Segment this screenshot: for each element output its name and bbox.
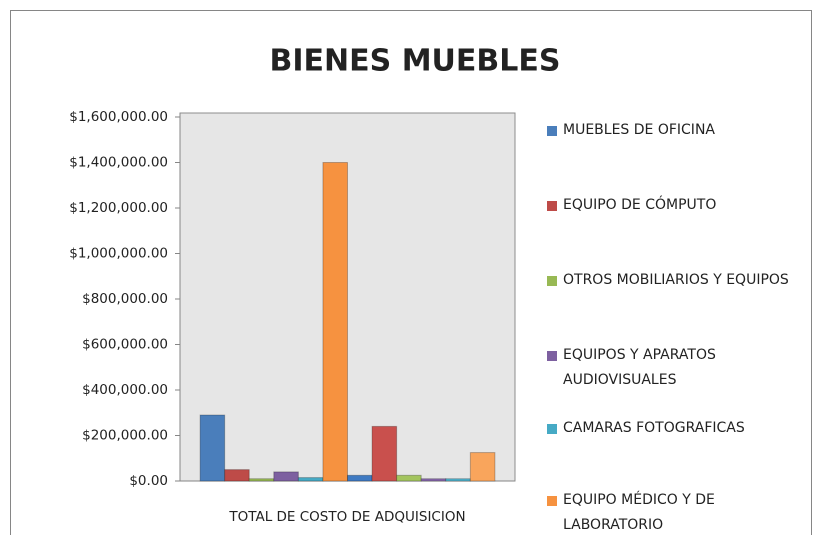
- chart-title: BIENES MUEBLES: [270, 44, 561, 79]
- y-tick-label: $1,000,000.00: [69, 246, 168, 262]
- bar: [396, 474, 422, 482]
- y-tick-label: $1,200,000.00: [69, 200, 168, 216]
- bar: [273, 471, 299, 482]
- legend-swatch: [547, 351, 557, 361]
- legend-label: OTROS MOBILIARIOS Y EQUIPOS: [563, 272, 789, 288]
- legend-swatch: [547, 126, 557, 136]
- y-tick-label: $600,000.00: [82, 337, 168, 353]
- y-tick-label: $1,600,000.00: [69, 109, 168, 125]
- legend-swatch: [547, 496, 557, 506]
- legend-label: CAMARAS FOTOGRAFICAS: [563, 420, 745, 436]
- bar: [347, 474, 373, 482]
- y-tick-label: $800,000.00: [82, 291, 168, 307]
- bar: [322, 162, 348, 482]
- y-tick-label: $1,400,000.00: [69, 155, 168, 171]
- bar: [297, 477, 324, 482]
- legend-swatch: [547, 276, 557, 286]
- y-tick-label: $200,000.00: [82, 428, 168, 444]
- bar: [445, 478, 471, 482]
- bar: [420, 478, 447, 482]
- legend-label: MUEBLES DE OFICINA: [563, 122, 715, 138]
- x-tick-label: TOTAL DE COSTO DE ADQUISICION: [228, 509, 465, 525]
- bar: [248, 478, 275, 482]
- y-tick-label: $0.00: [129, 473, 168, 489]
- legend-label: EQUIPO MÉDICO Y DE LABORATORIO: [563, 492, 715, 533]
- bar: [224, 469, 250, 482]
- y-tick-label: $400,000.00: [82, 382, 168, 398]
- legend-swatch: [547, 201, 557, 211]
- bar: [199, 414, 226, 482]
- legend-swatch: [547, 424, 557, 434]
- bar: [371, 425, 398, 482]
- legend-label: EQUIPO DE CÓMPUTO: [563, 197, 717, 213]
- legend-label: EQUIPOS Y APARATOS AUDIOVISUALES: [563, 347, 716, 388]
- bar: [469, 452, 496, 482]
